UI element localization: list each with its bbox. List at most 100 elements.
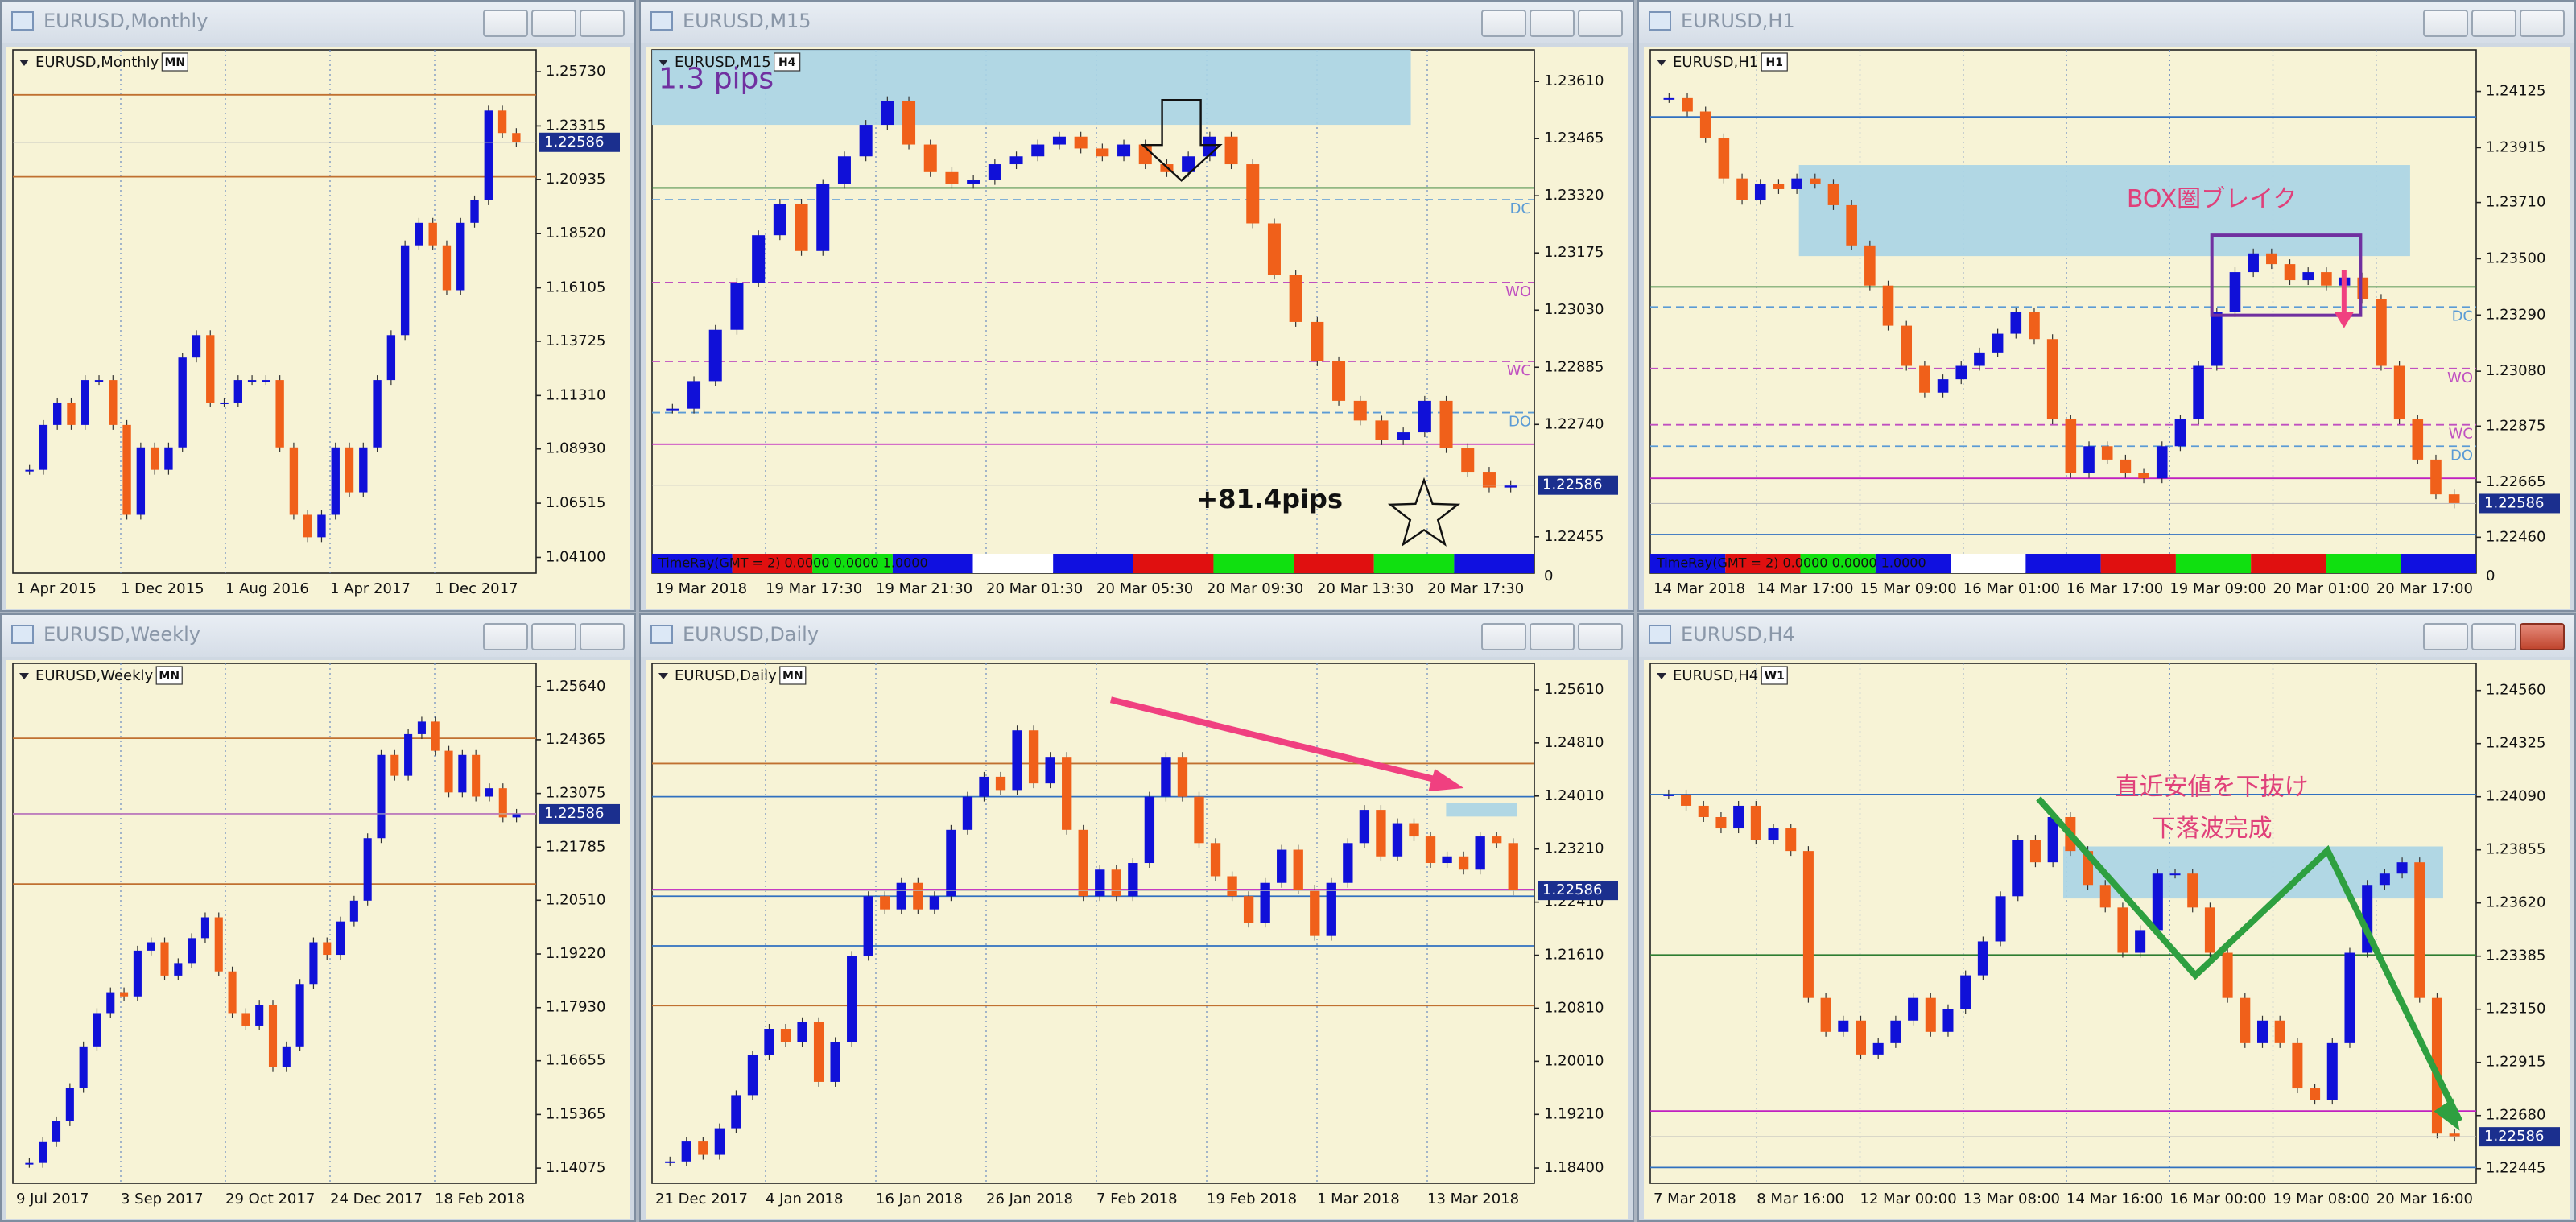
price-label: 1.22740: [1544, 415, 1604, 432]
candle: [2240, 997, 2251, 1043]
window-title: EURUSD,M15: [683, 10, 811, 32]
price-label: 1.23210: [1544, 840, 1604, 857]
candle: [1838, 1020, 1849, 1032]
annotation: 1.3 pips: [658, 62, 774, 95]
maximize-button[interactable]: [2471, 623, 2516, 650]
session-band: [2251, 554, 2326, 573]
level-label: WC: [1507, 362, 1531, 379]
candle: [275, 380, 284, 448]
candle: [1882, 285, 1894, 326]
timeframe-badge: H4: [778, 56, 796, 69]
candle: [1663, 97, 1675, 100]
close-button[interactable]: [2520, 10, 2565, 37]
window-title: EURUSD,Daily: [683, 623, 819, 646]
candle: [53, 402, 62, 425]
minimize-button[interactable]: [483, 10, 528, 37]
candle: [359, 447, 368, 493]
candle: [2412, 419, 2424, 460]
candle: [255, 1005, 264, 1026]
current-price-label: 1.22586: [544, 805, 604, 822]
title-bar: EURUSD,H4: [1639, 615, 2574, 654]
time-label: 19 Mar 21:30: [876, 580, 972, 597]
candle: [497, 110, 507, 134]
candle: [979, 776, 989, 797]
candle: [431, 721, 440, 751]
time-label: 19 Mar 17:30: [766, 580, 862, 597]
time-label: 21 Dec 2017: [655, 1191, 748, 1208]
close-button[interactable]: [580, 10, 625, 37]
candle: [1442, 856, 1452, 864]
zone-box: [2063, 846, 2443, 899]
maximize-button[interactable]: [1530, 623, 1575, 650]
maximize-button[interactable]: [531, 623, 576, 650]
maximize-button[interactable]: [1530, 10, 1575, 37]
candle: [2152, 873, 2163, 931]
candle: [2266, 253, 2277, 265]
chart: 7 Mar 2018 8 Mar 16:00 12 Mar 00:00 13 Mar …: [1644, 660, 2570, 1219]
candle: [773, 204, 786, 236]
candle: [133, 950, 142, 997]
price-label: 1.24090: [2486, 788, 2545, 805]
badge-box: [1761, 666, 1788, 685]
chart: 21 Dec 2017 4 Jan 2018 16 Jan 2018 26 Jan 2…: [646, 660, 1628, 1219]
candle: [1846, 204, 1857, 246]
minimize-button[interactable]: [2423, 623, 2468, 650]
chart-background: [6, 660, 630, 1219]
candle: [2174, 419, 2186, 447]
time-label: 26 Jan 2018: [986, 1191, 1073, 1208]
candle: [2379, 873, 2390, 886]
time-label: 8 Mar 16:00: [1757, 1191, 1844, 1208]
minimize-button[interactable]: [483, 623, 528, 650]
plot-frame: [12, 663, 537, 1184]
candle: [1194, 796, 1204, 844]
candle: [1224, 136, 1238, 165]
maximize-button[interactable]: [531, 10, 576, 37]
level-label: DC: [1510, 200, 1531, 217]
chart-background: [1644, 47, 2570, 609]
minimize-button[interactable]: [2423, 10, 2468, 37]
trend-arrow-head: [1428, 769, 1464, 792]
window-icon: [11, 625, 34, 644]
candle: [896, 882, 906, 910]
candle: [417, 721, 426, 734]
annotation: 直近安値を下抜け: [2116, 774, 2309, 802]
minimize-button[interactable]: [1481, 10, 1526, 37]
price-label: 1.23620: [2486, 894, 2545, 911]
candle: [1375, 420, 1389, 440]
candle: [390, 754, 399, 776]
close-button[interactable]: [1578, 623, 1623, 650]
candle: [331, 447, 340, 515]
candle: [1733, 805, 1744, 829]
price-label: 1.13725: [546, 332, 605, 349]
price-label: 1.18400: [1544, 1159, 1604, 1176]
candle: [39, 1141, 47, 1163]
candle: [1977, 941, 1988, 976]
time-label: 20 Mar 05:30: [1096, 580, 1193, 597]
indicator-scale: 0: [1544, 568, 1553, 584]
candle: [2029, 312, 2040, 340]
candle: [458, 754, 467, 793]
chart-window: EURUSD,H1 14 Mar 2018 14 Mar 17:00 15 Mar 0…: [1637, 0, 2576, 612]
badge-box: [1761, 52, 1788, 72]
price-label: 1.19210: [1544, 1105, 1604, 1122]
candle: [1397, 432, 1410, 440]
minimize-button[interactable]: [1481, 623, 1526, 650]
close-button[interactable]: [2520, 623, 2565, 650]
candle: [2156, 446, 2168, 479]
price-label: 1.16655: [546, 1052, 605, 1069]
maximize-button[interactable]: [2471, 10, 2516, 37]
candle: [2211, 312, 2223, 366]
candle: [1128, 863, 1138, 897]
close-button[interactable]: [580, 623, 625, 650]
time-label: 14 Mar 2018: [1653, 580, 1745, 597]
price-label: 1.19220: [546, 945, 605, 962]
close-button[interactable]: [1578, 10, 1623, 37]
candle: [1681, 794, 1692, 806]
candle: [1009, 156, 1023, 165]
candle: [80, 380, 89, 425]
price-label: 1.24125: [2486, 83, 2545, 100]
candle: [1012, 730, 1022, 791]
candle: [1802, 851, 1814, 998]
candle: [1992, 333, 2004, 353]
price-label: 1.23150: [2486, 1001, 2545, 1018]
